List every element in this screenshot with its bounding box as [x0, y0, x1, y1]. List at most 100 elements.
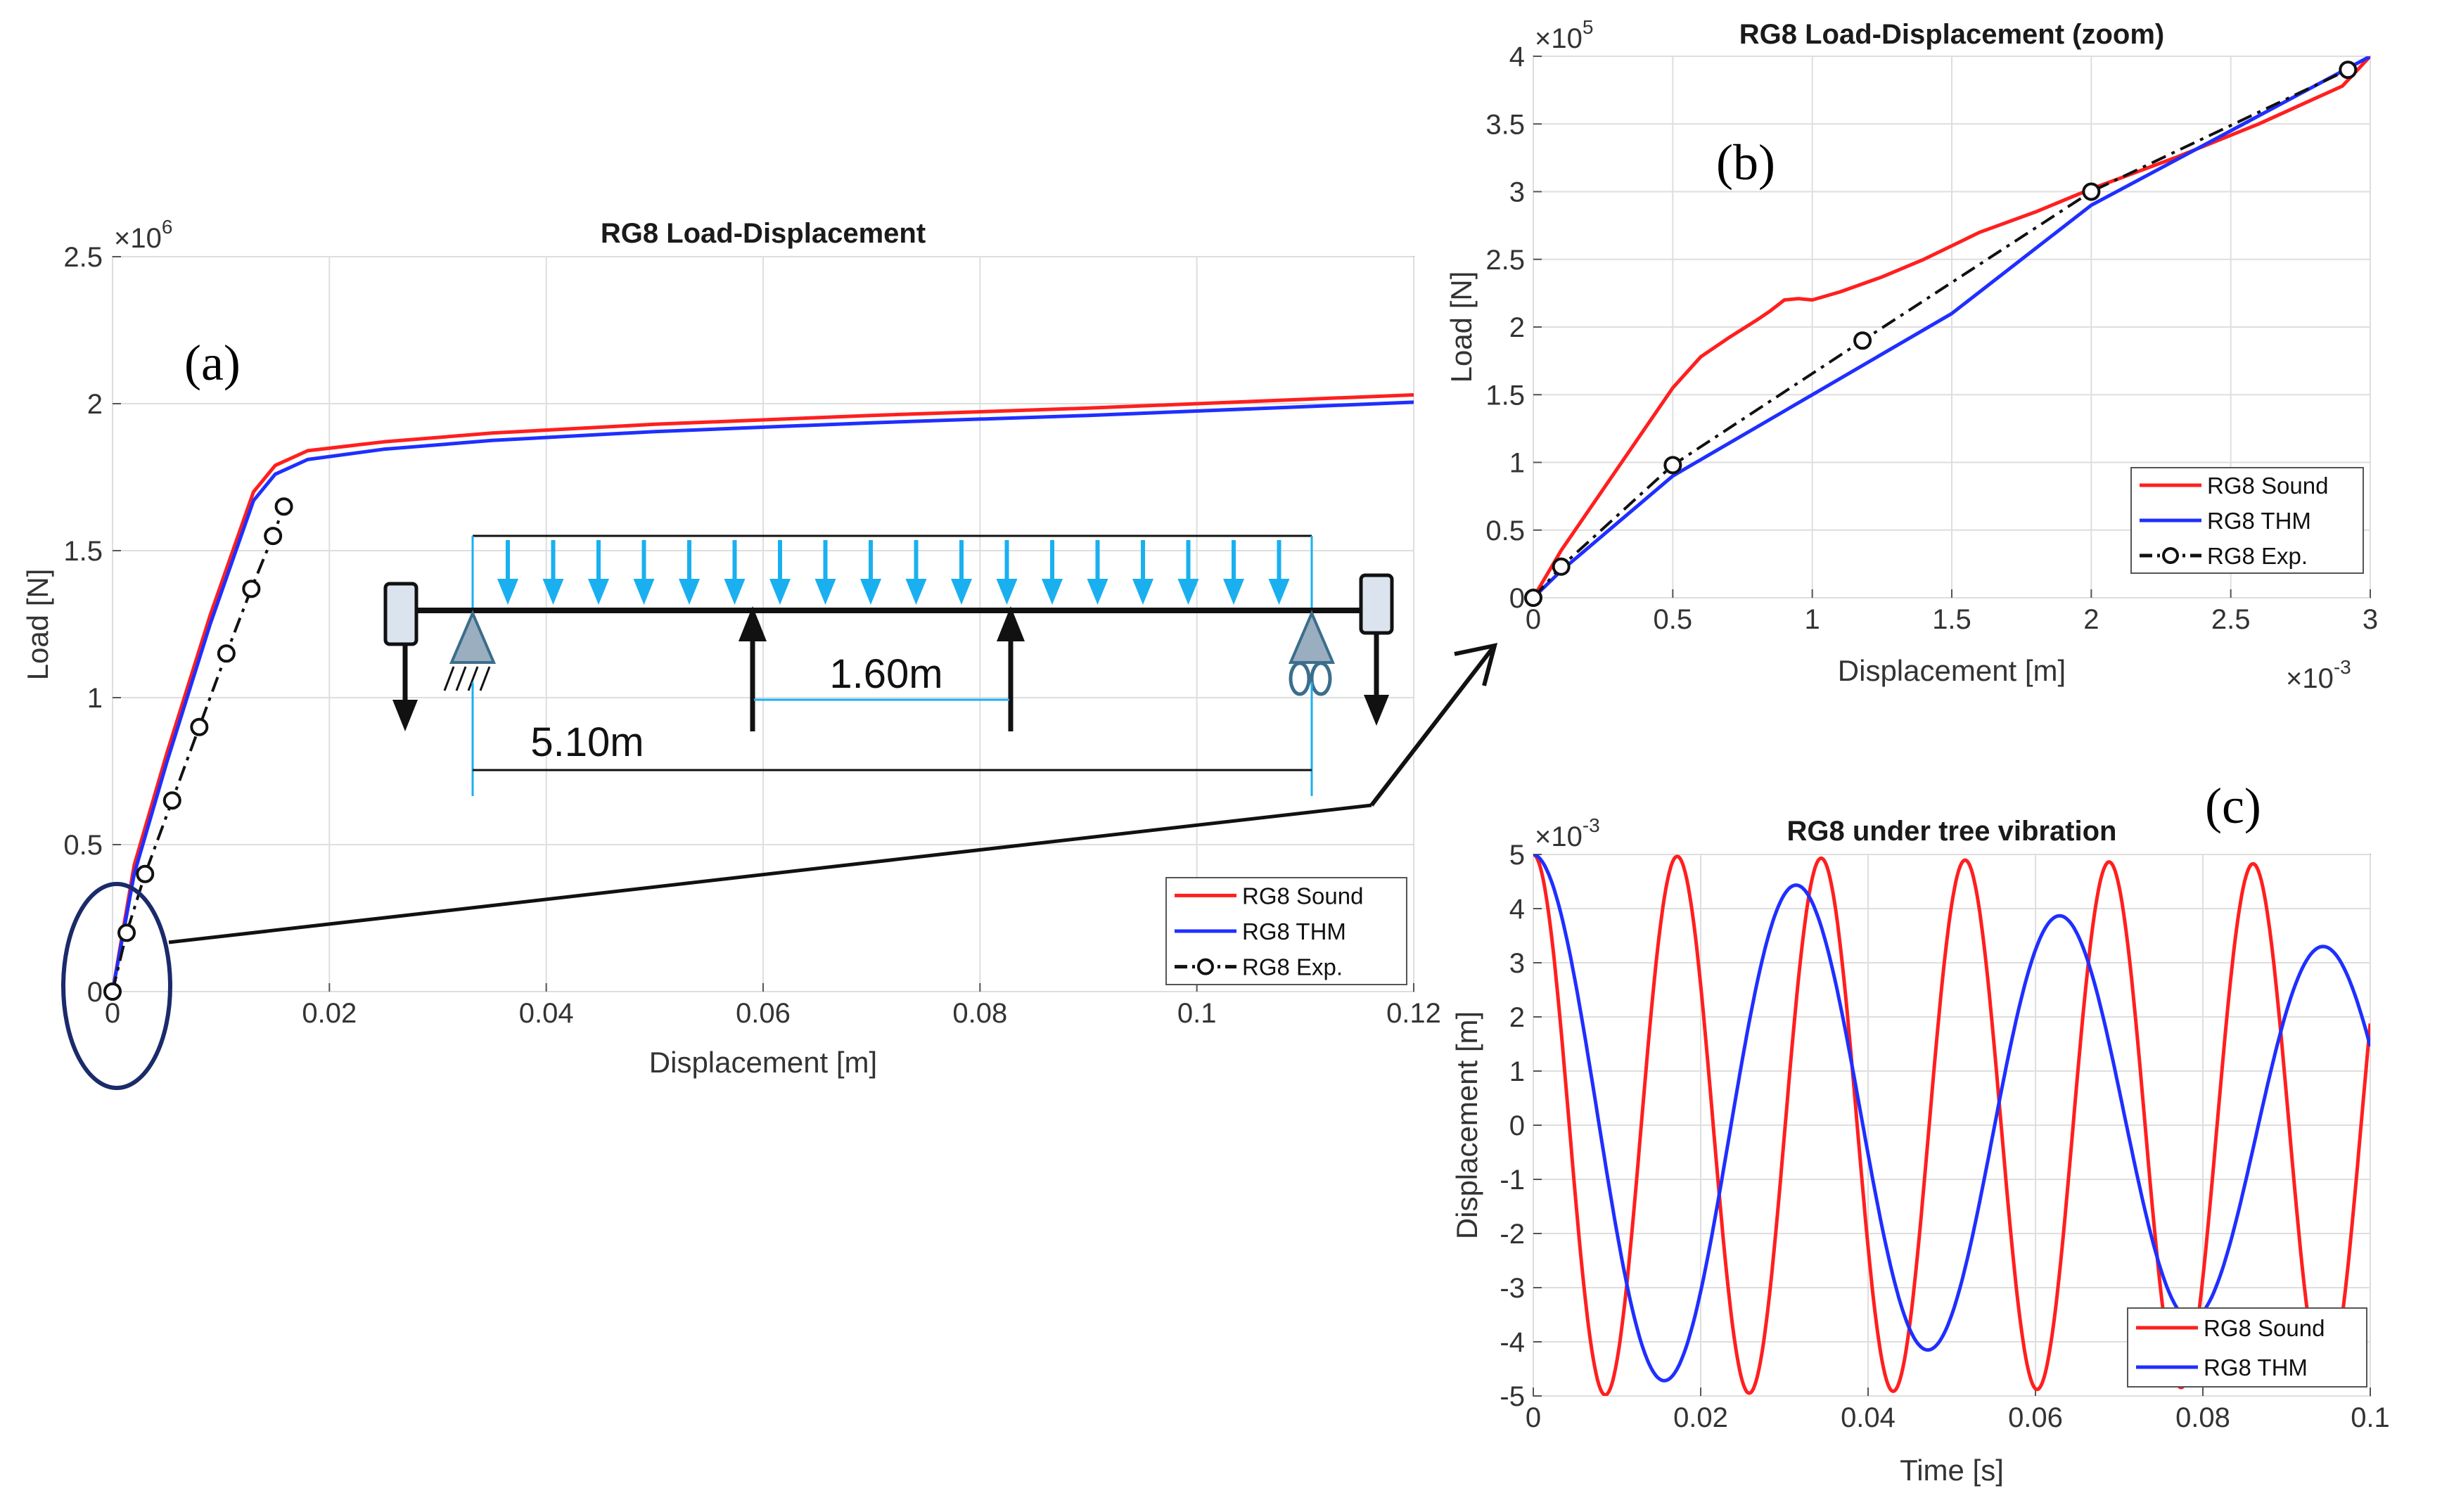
- y-tick-label: 1: [87, 683, 103, 714]
- legend-c: RG8 Sound RG8 THM: [2127, 1307, 2367, 1388]
- y-tick-label: 2.5: [63, 242, 103, 273]
- point-load-right-head: [997, 606, 1025, 641]
- y-tick-label: 1.5: [1485, 380, 1525, 411]
- y-tick-label: 1: [1509, 1056, 1525, 1087]
- y-exponent-base-a: ×10: [114, 223, 162, 254]
- legend-label: RG8 Exp.: [1242, 954, 1343, 980]
- distributed-load-arrowhead: [542, 579, 564, 605]
- series-line-rg8-sound: [1533, 854, 2370, 1396]
- x-axis-label-b: Displacement [m]: [1838, 654, 2066, 687]
- y-exponent-c: ×10-3: [1535, 814, 1600, 852]
- distributed-load-arrowhead: [633, 579, 655, 605]
- distributed-load-arrowhead: [1268, 579, 1290, 605]
- series-line-rg8-sound: [1533, 56, 2370, 598]
- panel-c-chart: 0 0.02 0.04 0.06 0.08 0.1 -5 -4 -3 -2 -1 0 1 2 3 4 5 RG8…: [1450, 778, 2390, 1487]
- y-exponent-power-c: -3: [1583, 814, 1600, 836]
- y-exponent-a: ×106: [114, 216, 172, 254]
- exp-data-point: [217, 644, 236, 663]
- y-tick-label: 2: [1509, 312, 1525, 343]
- x-tick-label: 0.08: [2175, 1402, 2230, 1433]
- series-c: [1533, 854, 2370, 1396]
- y-tick-label: 5: [1509, 840, 1525, 871]
- exp-data-point: [136, 864, 155, 883]
- beam-inset: 1.60m 5.10m: [383, 534, 1394, 796]
- roller-support: [1288, 609, 1336, 664]
- exp-data-point: [190, 717, 209, 736]
- y-tick-label: 1.5: [63, 536, 103, 567]
- x-tick-label: 0.12: [1386, 998, 1441, 1029]
- legend-marker: [2162, 547, 2179, 564]
- x-tick-label: 3: [2363, 604, 2378, 635]
- panel-a-chart: 0 0.02 0.04 0.06 0.08 0.1 0.12 0 0.5 1 1.5 2 2.5 RG8…: [21, 216, 1441, 1079]
- roller-wheel-left: [1289, 661, 1311, 696]
- left-end-arrowhead: [392, 700, 418, 731]
- x-tick-label: 1.5: [1932, 604, 1971, 635]
- y-exponent-base-c: ×10: [1535, 821, 1583, 852]
- exp-data-point: [117, 923, 136, 942]
- y-tick-label: 0: [1509, 583, 1525, 614]
- x-tick-label: 0: [105, 998, 120, 1029]
- y-tick-label: 2: [87, 389, 103, 420]
- y-tick-label: 0.5: [1485, 515, 1525, 546]
- legend-a: RG8 Sound RG8 THM RG8 Exp.: [1165, 877, 1407, 985]
- x-tick-label: 0.02: [1673, 1402, 1728, 1433]
- x-exponent-base-b: ×10: [2286, 663, 2334, 694]
- series-line-rg8-thm: [1533, 56, 2370, 598]
- series-line-rg8-sound: [113, 393, 1414, 992]
- distributed-load-arrowhead: [814, 579, 836, 605]
- x-tick-label: 0.5: [1654, 604, 1693, 635]
- panel-b-chart: 0 0.5 1 1.5 2 2.5 3 0 0.5 1 1.5 2 2.5 3 3.5 4 RG8 Load-…: [1445, 16, 2378, 694]
- y-exponent-power-b: 5: [1583, 16, 1594, 38]
- y-tick-label: -3: [1500, 1273, 1525, 1304]
- y-tick-label: 0.5: [63, 830, 103, 861]
- exp-data-point: [1663, 456, 1682, 475]
- grid-a: [112, 256, 1414, 992]
- series-a: [113, 393, 1414, 992]
- x-tick-label: 0.04: [1841, 1402, 1896, 1433]
- dim-5.10m-label: 5.10m: [530, 719, 644, 765]
- series-line-rg8-thm: [1533, 854, 2370, 1383]
- x-tick-label: 0: [1526, 1402, 1541, 1433]
- chart-title-a: RG8 Load-Displacement: [601, 218, 926, 249]
- x-tick-label: 0.1: [1177, 998, 1217, 1029]
- exp-data-point: [264, 527, 283, 546]
- distributed-load-arrowhead: [497, 579, 518, 605]
- x-exponent-power-b: -3: [2334, 656, 2351, 678]
- y-tick-label: 3: [1509, 948, 1525, 979]
- x-tick-label: 0.04: [519, 998, 574, 1029]
- x-tick-label: 0.06: [2008, 1402, 2063, 1433]
- exp-data-point: [1552, 557, 1571, 576]
- distributed-load-arrowhead: [1042, 579, 1063, 605]
- y-tick-label: 0: [1509, 1110, 1525, 1141]
- ticks-c: 0 0.02 0.04 0.06 0.08 0.1 -5 -4 -3 -2 -1 0 1 2 3 4 5: [1500, 840, 2389, 1433]
- exp-data-point: [103, 982, 122, 1001]
- y-tick-label: 3.5: [1485, 109, 1525, 140]
- dim-1.60m-label: 1.60m: [829, 651, 942, 697]
- y-tick-label: 1: [1509, 448, 1525, 479]
- y-axis-label-c: Displacement [m]: [1450, 1011, 1483, 1239]
- x-tick-label: 2.5: [2211, 604, 2251, 635]
- x-tick-label: 0: [1526, 604, 1541, 635]
- x-axis-label-c: Time [s]: [1900, 1454, 2004, 1487]
- y-tick-label: 2: [1509, 1002, 1525, 1033]
- load-arrows: [497, 540, 1290, 605]
- chart-title-c: RG8 under tree vibration: [1787, 816, 2117, 847]
- legend-label: RG8 THM: [1242, 918, 1346, 944]
- distributed-load-arrowhead: [1132, 579, 1153, 605]
- legend-label: RG8 THM: [2207, 508, 2311, 534]
- zoom-callout: [61, 643, 1498, 1090]
- distributed-load-arrowhead: [860, 579, 881, 605]
- distributed-load-arrowhead: [951, 579, 972, 605]
- roller-wheel-right: [1310, 661, 1332, 696]
- exp-data-point: [2082, 182, 2101, 201]
- x-tick-label: 2: [2083, 604, 2099, 635]
- y-tick-label: -5: [1500, 1381, 1525, 1412]
- y-tick-label: -2: [1500, 1219, 1525, 1250]
- x-axis-label-a: Displacement [m]: [649, 1046, 877, 1079]
- right-end-block: [1359, 573, 1394, 635]
- x-tick-label: 0.02: [302, 998, 357, 1029]
- point-load-left-head: [739, 606, 767, 641]
- exp-data-point: [242, 579, 261, 598]
- ticks-b: 0 0.5 1 1.5 2 2.5 3 0 0.5 1 1.5 2 2.5 3 3.5 4: [1485, 41, 2378, 635]
- y-tick-label: -1: [1500, 1165, 1525, 1196]
